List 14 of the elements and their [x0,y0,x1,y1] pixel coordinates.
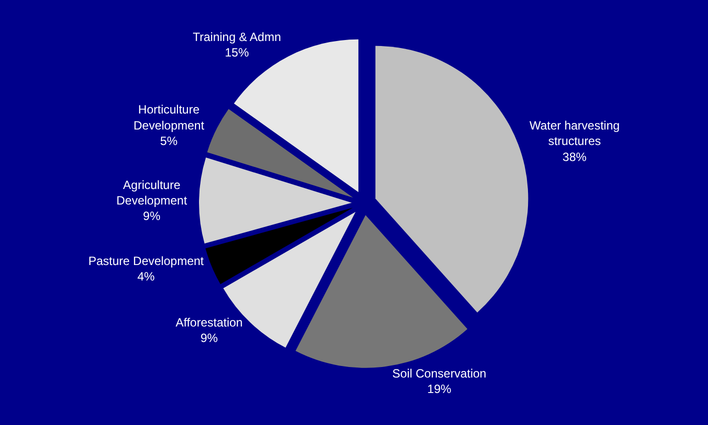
data-label: 4% [137,270,156,284]
data-label: 5% [160,134,178,148]
data-label: 9% [200,330,218,345]
slice-label: Agriculture Development [116,178,188,208]
data-label: 9% [143,208,161,223]
slice-label: Horticulture Development [133,102,205,132]
data-label: 38% [562,150,587,164]
slice-label: Pasture Development [88,254,204,268]
slice-label: Afforestation [176,315,243,330]
slice-label: Training & Admn [192,30,281,44]
data-label: 19% [427,382,452,396]
slice-label: Water harvesting structures [529,118,620,148]
slice-label: Soil Conservation [392,366,486,380]
data-label: 15% [224,45,250,60]
